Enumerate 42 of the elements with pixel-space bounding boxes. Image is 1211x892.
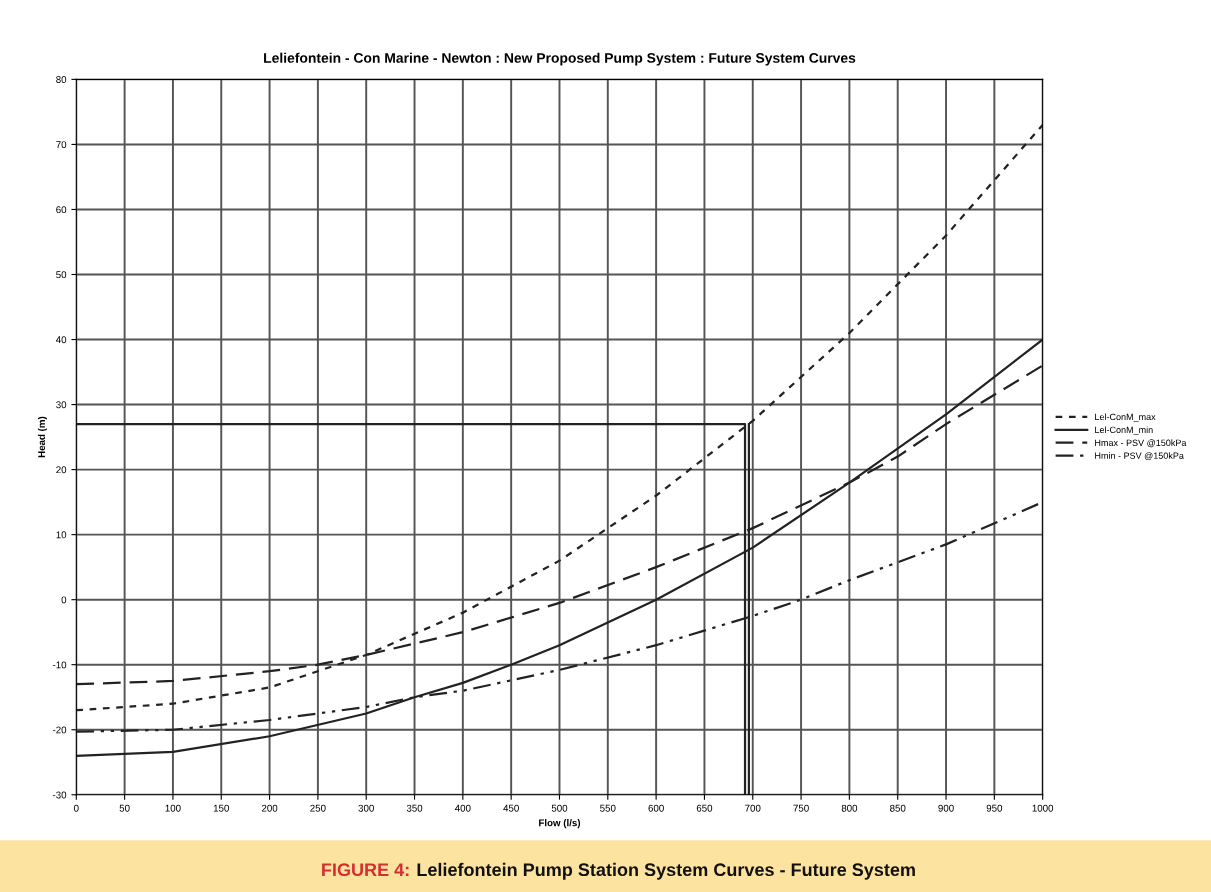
x-tick-label: 450: [503, 804, 519, 812]
x-tick-label: 50: [119, 804, 130, 812]
chart-title: Leliefontein - Con Marine - Newton : New Proposed Pump System : Future System Curves: [264, 52, 856, 66]
y-tick-label: 10: [56, 531, 67, 539]
x-axis-title: Flow (l/s): [539, 819, 581, 829]
x-tick-label: 200: [261, 804, 278, 812]
x-tick-label: 850: [890, 804, 906, 812]
legend-label: Lel-ConM_max: [1095, 413, 1156, 422]
x-tick-label: 400: [454, 804, 471, 812]
x-tick-label: 300: [358, 804, 374, 812]
y-tick-label: 80: [56, 76, 67, 84]
y-tick-label: -20: [52, 726, 67, 734]
x-tick-label: 600: [648, 804, 664, 812]
x-tick-label: 250: [310, 804, 326, 812]
legend-label: Hmin - PSV @150kPa: [1095, 452, 1184, 461]
x-tick-label: 700: [745, 804, 761, 812]
x-tick-label: 950: [986, 804, 1003, 812]
y-tick-label: 60: [56, 206, 67, 214]
x-tick-label: 550: [600, 804, 616, 812]
y-tick-label: 20: [56, 466, 67, 474]
legend-label: Hmax - PSV @150kPa: [1095, 439, 1187, 448]
x-tick-label: 150: [213, 804, 229, 812]
x-tick-label: 900: [938, 804, 954, 812]
x-tick-label: 350: [406, 804, 423, 812]
caption: FIGURE 4:: [322, 863, 409, 877]
x-tick-label: 500: [551, 804, 568, 812]
legend-label: Lel-ConM_min: [1095, 426, 1153, 435]
x-tick-label: 1000: [1032, 804, 1054, 812]
y-tick-label: 40: [55, 336, 67, 344]
y-tick-label: 30: [56, 401, 67, 409]
x-tick-label: 750: [793, 804, 809, 812]
x-tick-label: 100: [165, 804, 181, 812]
x-tick-label: 650: [696, 804, 713, 812]
text: Leliefontein Pump Station System Curves - Future System: [417, 862, 915, 880]
y-axis-title: Head (m): [37, 416, 47, 458]
y-tick-label: 0: [61, 596, 67, 604]
x-tick-label: 0: [73, 804, 79, 812]
y-tick-label: 70: [56, 141, 67, 149]
y-tick-label: -10: [52, 661, 67, 669]
y-tick-label: 50: [56, 271, 67, 279]
x-tick-label: 800: [841, 804, 858, 812]
y-tick-label: -30: [52, 791, 67, 799]
